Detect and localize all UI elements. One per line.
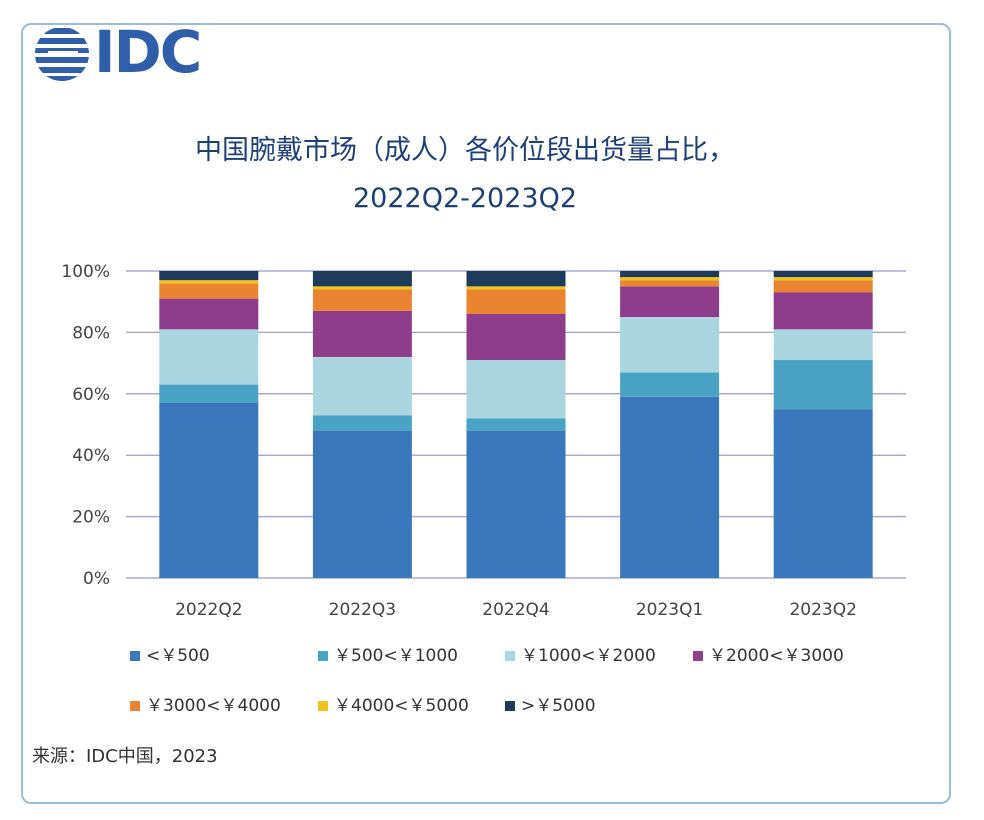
bar-segment	[620, 280, 720, 287]
idc-globe-icon	[35, 28, 89, 81]
idc-logo: IDC	[32, 18, 232, 86]
legend-swatch	[693, 651, 703, 661]
legend-swatch	[130, 651, 140, 661]
bar-segment	[159, 280, 259, 284]
bar-segment	[620, 286, 720, 318]
legend-swatch	[505, 651, 515, 661]
bar-segment	[312, 356, 412, 416]
legend-label: ￥3000<￥4000	[146, 696, 281, 716]
bar-segment	[773, 329, 873, 361]
logo-text: IDC	[94, 18, 202, 86]
bar-segment	[159, 403, 259, 578]
bar-segment	[773, 409, 873, 578]
bar-segment	[466, 360, 566, 419]
x-tick-label: 2023Q2	[789, 600, 856, 620]
bar-segment	[773, 271, 873, 278]
x-tick-label: 2023Q1	[636, 600, 703, 620]
bar-segment	[773, 292, 873, 330]
y-tick-label: 60%	[72, 385, 110, 405]
legend-swatch	[318, 651, 328, 661]
bar-segment	[312, 310, 412, 357]
y-tick-label: 20%	[72, 508, 110, 528]
x-tick-label: 2022Q2	[175, 600, 242, 620]
bar-segment	[312, 430, 412, 578]
bar-segment	[312, 286, 412, 290]
bar-segment	[773, 360, 873, 410]
legend-label: ￥500<￥1000	[334, 646, 458, 666]
bar-segment	[466, 418, 566, 431]
legend-label: <￥500	[146, 646, 210, 666]
y-tick-label: 80%	[72, 323, 110, 343]
y-tick-label: 0%	[83, 569, 110, 589]
bar-segment	[466, 286, 566, 290]
bar-segment	[466, 430, 566, 578]
bar-segment	[159, 384, 259, 404]
bar-segment	[312, 271, 412, 287]
bar-segment	[466, 289, 566, 314]
x-tick-label: 2022Q3	[329, 600, 396, 620]
stacked-bar-chart: 0% 20% 40% 60% 80% 100% 2022Q2 2022Q3 2022Q4 2023…	[61, 262, 906, 716]
bar-segment	[620, 396, 720, 578]
legend-swatch	[318, 701, 328, 711]
bar-segment	[620, 271, 720, 278]
bar-segment	[159, 298, 259, 330]
chart-subtitle: 2022Q2-2023Q2	[352, 183, 578, 214]
legend-label: >￥5000	[521, 696, 596, 716]
y-tick-label: 40%	[72, 446, 110, 466]
chart-title: 中国腕戴市场（成人）各价位段出货量占比，	[195, 135, 735, 166]
bar-segment	[620, 277, 720, 281]
bar-segment	[312, 415, 412, 431]
bar-segment	[773, 277, 873, 281]
bar-segment	[773, 280, 873, 293]
bar-segment	[466, 271, 566, 287]
x-tick-label: 2022Q4	[482, 600, 549, 620]
bar-segment	[159, 283, 259, 299]
bar-segment	[159, 271, 259, 281]
legend-swatch	[130, 701, 140, 711]
bar-segment	[466, 313, 566, 361]
bar-segment	[159, 329, 259, 385]
bar-segment	[620, 317, 720, 373]
bar-segment	[620, 372, 720, 397]
legend-label: ￥4000<￥5000	[334, 696, 469, 716]
bar-segment	[312, 289, 412, 311]
y-tick-label: 100%	[61, 262, 110, 282]
source-note: 来源：IDC中国，2023	[32, 746, 218, 767]
legend-swatch	[505, 701, 515, 711]
legend-label: ￥1000<￥2000	[521, 646, 656, 666]
legend-label: ￥2000<￥3000	[709, 646, 844, 666]
